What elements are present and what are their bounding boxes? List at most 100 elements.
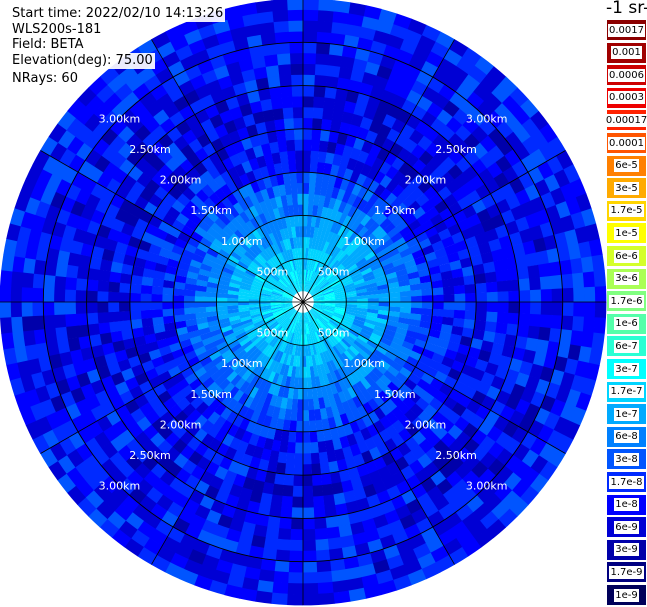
beta-cell xyxy=(342,317,354,325)
beta-cell xyxy=(152,270,166,280)
beta-cell xyxy=(518,171,535,190)
beta-cell xyxy=(107,227,122,242)
beta-cell xyxy=(488,145,505,163)
beta-cell xyxy=(324,254,333,266)
beta-cell xyxy=(294,322,299,335)
beta-cell xyxy=(327,243,336,256)
beta-cell xyxy=(219,406,233,421)
beta-cell xyxy=(61,166,79,185)
beta-cell xyxy=(206,247,219,258)
beta-cell xyxy=(316,161,326,174)
beta-cell xyxy=(367,298,380,303)
beta-cell xyxy=(318,341,326,353)
beta-cell xyxy=(371,225,384,237)
beta-cell xyxy=(312,484,324,497)
beta-cell xyxy=(218,548,236,564)
beta-cell xyxy=(311,128,322,141)
beta-cell xyxy=(303,74,316,86)
beta-cell xyxy=(327,416,337,430)
beta-cell xyxy=(372,109,388,125)
beta-cell xyxy=(166,384,181,398)
beta-cell xyxy=(320,252,328,264)
beta-cell xyxy=(487,127,506,146)
beta-cell xyxy=(114,349,129,363)
beta-cell xyxy=(229,105,244,121)
beta-cell xyxy=(306,269,310,281)
beta-cell xyxy=(457,248,471,261)
beta-cell xyxy=(548,328,562,344)
beta-cell xyxy=(172,294,185,302)
beta-cell xyxy=(21,286,33,302)
beta-cell xyxy=(216,292,228,299)
beta-cell xyxy=(129,310,142,321)
beta-cell xyxy=(261,286,273,292)
beta-cell xyxy=(179,384,194,398)
beta-cell xyxy=(559,329,573,345)
beta-cell xyxy=(359,331,371,341)
beta-cell xyxy=(280,299,293,302)
beta-cell xyxy=(95,198,111,214)
beta-cell xyxy=(259,342,269,353)
beta-cell xyxy=(519,228,534,244)
beta-cell xyxy=(399,225,413,238)
beta-cell xyxy=(521,136,540,156)
beta-cell xyxy=(173,281,186,290)
beta-cell xyxy=(514,254,528,269)
beta-cell xyxy=(248,360,259,373)
beta-cell xyxy=(316,227,323,240)
beta-cell xyxy=(24,242,39,260)
beta-cell xyxy=(186,324,199,333)
beta-cell xyxy=(95,500,115,520)
beta-cell xyxy=(580,377,597,397)
beta-cell xyxy=(172,301,185,309)
beta-cell xyxy=(317,440,327,454)
beta-cell xyxy=(553,231,569,249)
beta-cell xyxy=(328,257,338,269)
beta-cell xyxy=(470,254,484,267)
beta-cell xyxy=(279,329,287,340)
beta-cell xyxy=(307,344,312,357)
beta-cell xyxy=(303,236,307,248)
beta-cell xyxy=(363,106,378,121)
beta-cell xyxy=(126,116,144,134)
beta-cell xyxy=(421,501,439,519)
beta-cell xyxy=(367,398,380,412)
beta-cell xyxy=(75,478,94,498)
beta-cell xyxy=(324,86,338,99)
beta-cell xyxy=(241,237,253,249)
beta-cell xyxy=(273,350,281,362)
beta-cell xyxy=(521,117,540,137)
beta-cell xyxy=(206,79,222,95)
beta-cell xyxy=(234,214,246,227)
range-ring-label: 2.00km xyxy=(160,418,202,431)
beta-cell xyxy=(296,410,303,422)
beta-cell xyxy=(322,362,331,375)
beta-cell xyxy=(313,295,325,300)
beta-cell xyxy=(399,247,413,259)
beta-cell xyxy=(471,222,486,237)
beta-cell xyxy=(415,397,430,412)
beta-cell xyxy=(106,510,126,530)
beta-cell xyxy=(76,324,90,338)
beta-cell xyxy=(442,309,455,319)
beta-cell xyxy=(331,579,349,594)
beta-cell xyxy=(276,314,287,323)
beta-cell xyxy=(313,320,321,331)
beta-cell xyxy=(214,402,227,417)
beta-cell xyxy=(65,264,79,279)
beta-cell xyxy=(251,350,263,362)
beta-cell xyxy=(591,332,605,350)
beta-cell xyxy=(231,270,244,279)
beta-cell xyxy=(239,487,253,501)
beta-cell xyxy=(325,406,334,419)
beta-cell xyxy=(152,323,166,334)
beta-cell xyxy=(241,369,253,382)
beta-cell xyxy=(51,221,67,238)
beta-cell xyxy=(371,433,385,448)
range-ring-label: 500m xyxy=(318,327,350,340)
beta-cell xyxy=(267,515,281,529)
beta-cell xyxy=(191,253,205,264)
beta-cell xyxy=(161,301,174,310)
beta-cell xyxy=(453,309,466,320)
beta-cell xyxy=(86,301,98,314)
